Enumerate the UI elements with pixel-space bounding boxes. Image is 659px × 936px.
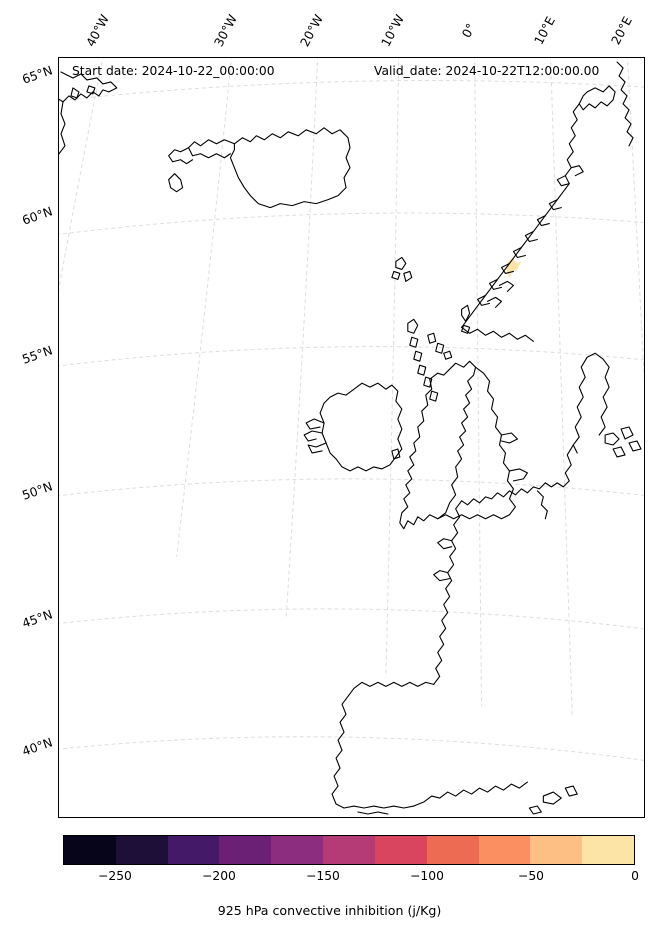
colorbar-swatch-2 [167, 836, 220, 864]
colorbar[interactable] [63, 835, 635, 865]
colorbar-tick-2: −150 [306, 869, 340, 883]
lon-tick--30: 30°W [211, 12, 240, 49]
colorbar-swatch-6 [374, 836, 427, 864]
colorbar-tick-3: −100 [410, 869, 444, 883]
colorbar-title: 925 hPa convective inhibition (j/Kg) [217, 903, 442, 918]
colorbar-swatch-7 [426, 836, 479, 864]
coastlines [59, 61, 642, 815]
lat-tick-50: 50°N [20, 479, 55, 503]
colorbar-swatch-4 [271, 836, 324, 864]
colorbar-swatch-9 [530, 836, 583, 864]
colorbar-swatch-5 [323, 836, 375, 864]
colorbar-swatch-0 [64, 836, 116, 864]
lon-tick-0: 0° [459, 21, 479, 41]
start-date-annotation: Start date: 2024-10-22_00:00:00 [72, 64, 275, 78]
valid-date-annotation: Valid_date: 2024-10-22T12:00:00.00 [374, 64, 600, 78]
colorbar-tick-4: −50 [518, 869, 544, 883]
colorbar-swatch-8 [478, 836, 531, 864]
lon-tick--40: 40°W [83, 12, 112, 49]
map-svg [59, 58, 644, 815]
lat-tick-55: 55°N [20, 343, 55, 367]
colorbar-tick-5: 0 [631, 869, 639, 883]
lon-tick-20: 20°E [608, 14, 635, 48]
colorbar-swatch-10 [582, 836, 634, 864]
lat-tick-65: 65°N [20, 63, 55, 87]
colorbar-swatch-3 [219, 836, 272, 864]
lon-tick--20: 20°W [297, 12, 326, 49]
lat-tick-60: 60°N [20, 204, 55, 228]
lon-tick-10: 10°E [531, 14, 558, 48]
lon-tick--10: 10°W [378, 12, 407, 49]
colorbar-tick-1: −200 [202, 869, 236, 883]
graticule-gridlines [59, 58, 644, 761]
colorbar-swatch-1 [115, 836, 168, 864]
cin-data-patch [506, 257, 522, 279]
colorbar-tick-0: −250 [98, 869, 132, 883]
map-plot-area[interactable] [58, 57, 645, 818]
lat-tick-45: 45°N [20, 607, 55, 631]
lat-tick-40: 40°N [20, 735, 55, 759]
